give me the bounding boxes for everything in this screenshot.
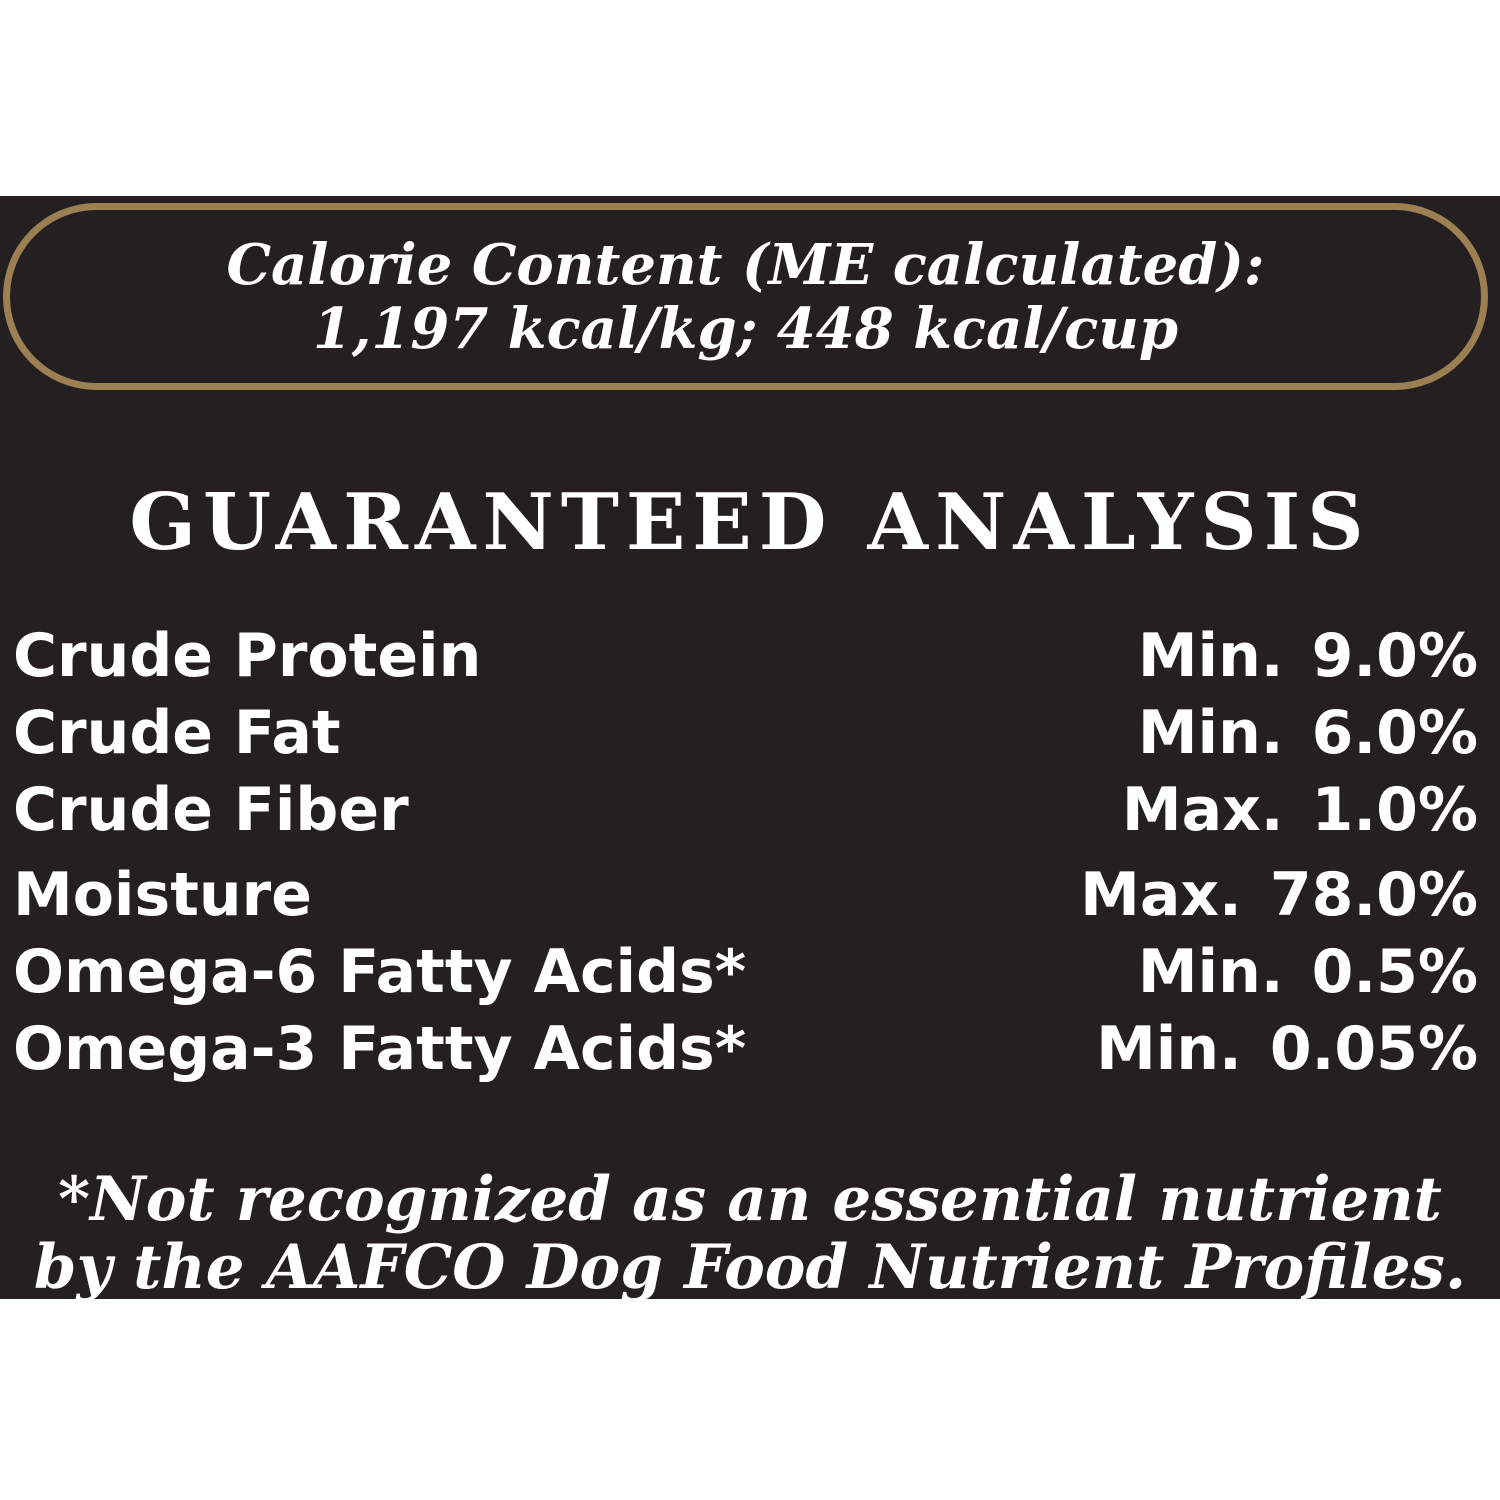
nutrient-qualifier: Min.	[1137, 621, 1284, 691]
analysis-table: Crude Protein Min. 9.0% Crude Fat Min. 6…	[13, 618, 1478, 1088]
nutrient-name: Crude Fiber	[13, 775, 409, 845]
nutrient-qualifier: Max.	[1121, 775, 1284, 845]
nutrient-value-group: Min. 9.0%	[1138, 618, 1478, 695]
analysis-row-moisture: Moisture Max. 78.0%	[13, 857, 1478, 934]
calorie-content-title: Calorie Content (ME calculated):	[226, 231, 1265, 298]
nutrient-name: Omega-3 Fatty Acids*	[13, 1014, 747, 1084]
nutrient-value: 0.05%	[1269, 1014, 1478, 1084]
analysis-row-omega3: Omega-3 Fatty Acids* Min. 0.05%	[13, 1011, 1478, 1088]
nutrient-value-group: Max. 1.0%	[1122, 772, 1478, 849]
nutrient-qualifier: Min.	[1137, 698, 1284, 768]
nutrient-qualifier: Max.	[1080, 860, 1242, 930]
nutrient-name: Omega-6 Fatty Acids*	[13, 937, 747, 1007]
nutrient-qualifier: Min.	[1137, 937, 1284, 1007]
nutrient-name: Moisture	[13, 860, 312, 930]
nutrient-value-group: Min. 0.5%	[1138, 934, 1478, 1011]
nutrient-value-group: Min. 0.05%	[1096, 1011, 1478, 1088]
nutrient-value-group: Min. 6.0%	[1138, 695, 1478, 772]
nutrient-value: 78.0%	[1269, 860, 1478, 930]
analysis-row-omega6: Omega-6 Fatty Acids* Min. 0.5%	[13, 934, 1478, 1011]
nutrient-name: Crude Protein	[13, 621, 482, 691]
nutrient-value: 9.0%	[1311, 621, 1478, 691]
guaranteed-analysis-heading: GUARANTEED ANALYSIS	[129, 477, 1371, 568]
nutrient-value: 6.0%	[1311, 698, 1478, 768]
nutrient-value-group: Max. 78.0%	[1080, 857, 1478, 934]
nutrition-label-panel: Calorie Content (ME calculated): 1,197 k…	[0, 196, 1500, 1302]
nutrient-value: 0.5%	[1311, 937, 1478, 1007]
analysis-row-crude-fiber: Crude Fiber Max. 1.0%	[13, 772, 1478, 849]
calorie-content-box: Calorie Content (ME calculated): 1,197 k…	[3, 203, 1488, 390]
analysis-row-crude-protein: Crude Protein Min. 9.0%	[13, 618, 1478, 695]
nutrient-value: 1.0%	[1311, 775, 1478, 845]
nutrient-qualifier: Min.	[1096, 1014, 1242, 1084]
analysis-row-crude-fat: Crude Fat Min. 6.0%	[13, 695, 1478, 772]
aafco-footnote: *Not recognized as an essential nutrient…	[0, 1166, 1500, 1302]
footnote-line1: *Not recognized as an essential nutrient	[58, 1164, 1442, 1235]
calorie-content-values: 1,197 kcal/kg; 448 kcal/cup	[312, 295, 1179, 362]
footnote-line2: by the AAFCO Dog Food Nutrient Profiles.	[33, 1232, 1467, 1303]
nutrient-name: Crude Fat	[13, 698, 341, 768]
